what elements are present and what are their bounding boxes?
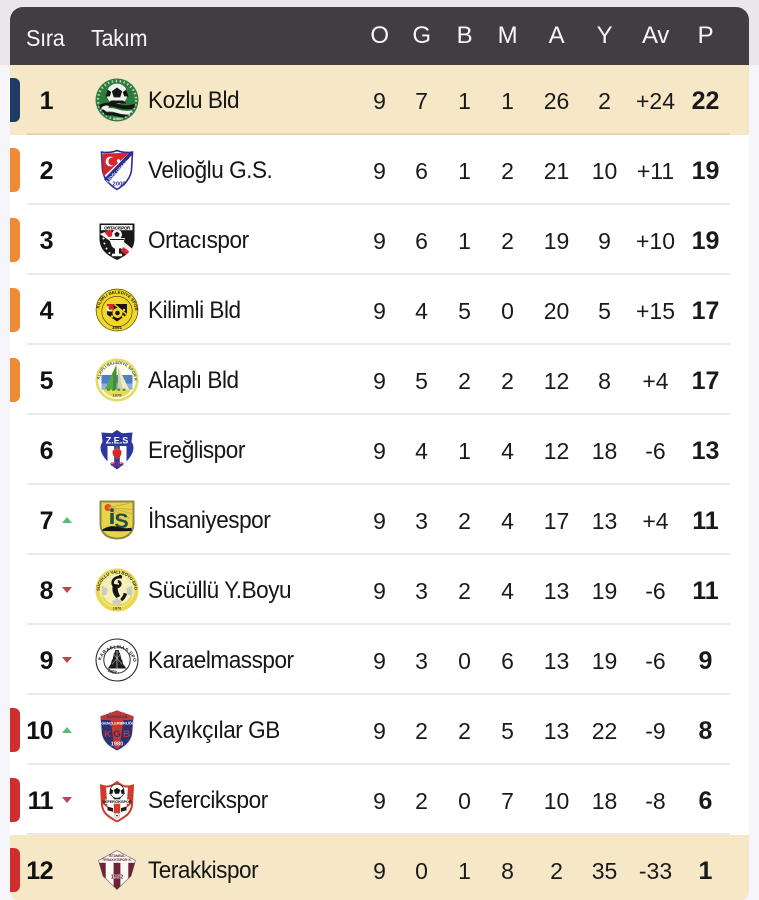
svg-text:S: S — [114, 509, 128, 533]
svg-text:1991: 1991 — [112, 325, 123, 330]
svg-text:KAYIKÇILAR: KAYIKÇILAR — [107, 715, 128, 719]
svg-text:İSTANBUL: İSTANBUL — [109, 854, 125, 858]
svg-text:B: B — [123, 729, 130, 740]
svg-text:ORTACISPOR: ORTACISPOR — [104, 225, 131, 230]
svg-text:· 1958 ·: · 1958 · — [105, 666, 120, 675]
svg-text:1952: 1952 — [111, 875, 123, 881]
svg-text:K: K — [104, 729, 111, 740]
svg-text:1970: 1970 — [113, 607, 121, 611]
svg-text:1998: 1998 — [113, 117, 121, 121]
svg-text:Z.E.S: Z.E.S — [106, 436, 129, 446]
svg-text:2013: 2013 — [111, 462, 123, 468]
svg-text:SEFERCİKSPOR: SEFERCİKSPOR — [102, 799, 131, 804]
svg-text:1980: 1980 — [111, 742, 123, 748]
svg-text:2009: 2009 — [113, 182, 127, 188]
svg-text:GENÇLERBİRLİĞİ: GENÇLERBİRLİĞİ — [101, 721, 133, 726]
svg-text:1991: 1991 — [113, 530, 123, 535]
svg-text:TERAKKİSPOR K.: TERAKKİSPOR K. — [102, 858, 132, 862]
svg-text:G: G — [113, 729, 120, 740]
svg-text:1978: 1978 — [113, 393, 123, 398]
